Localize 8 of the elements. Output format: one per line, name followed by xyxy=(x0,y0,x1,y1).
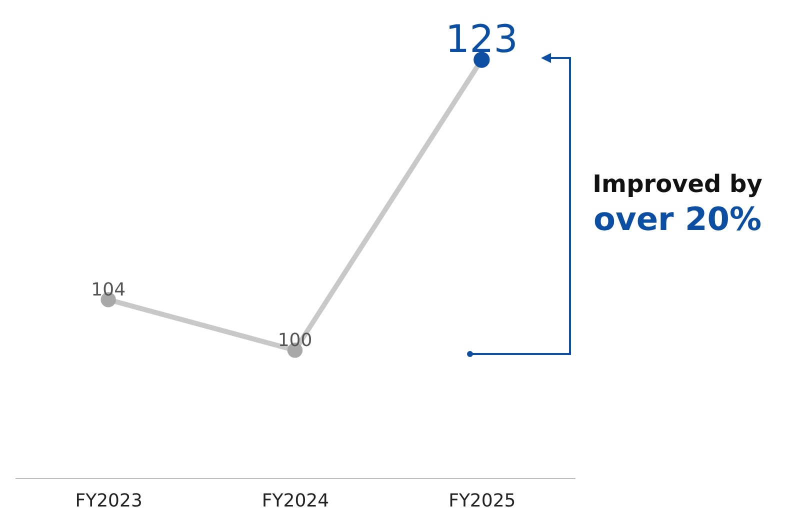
data-label: 100 xyxy=(278,330,312,352)
text: Improved by xyxy=(592,170,764,198)
data-label: 123 xyxy=(445,16,518,61)
x-tick-label: FY2024 xyxy=(262,490,330,512)
text: over 20% xyxy=(592,200,763,238)
x-tick-label: FY2025 xyxy=(448,490,516,512)
x-tick-label: FY2023 xyxy=(75,490,142,512)
data-label: 104 xyxy=(91,280,126,301)
